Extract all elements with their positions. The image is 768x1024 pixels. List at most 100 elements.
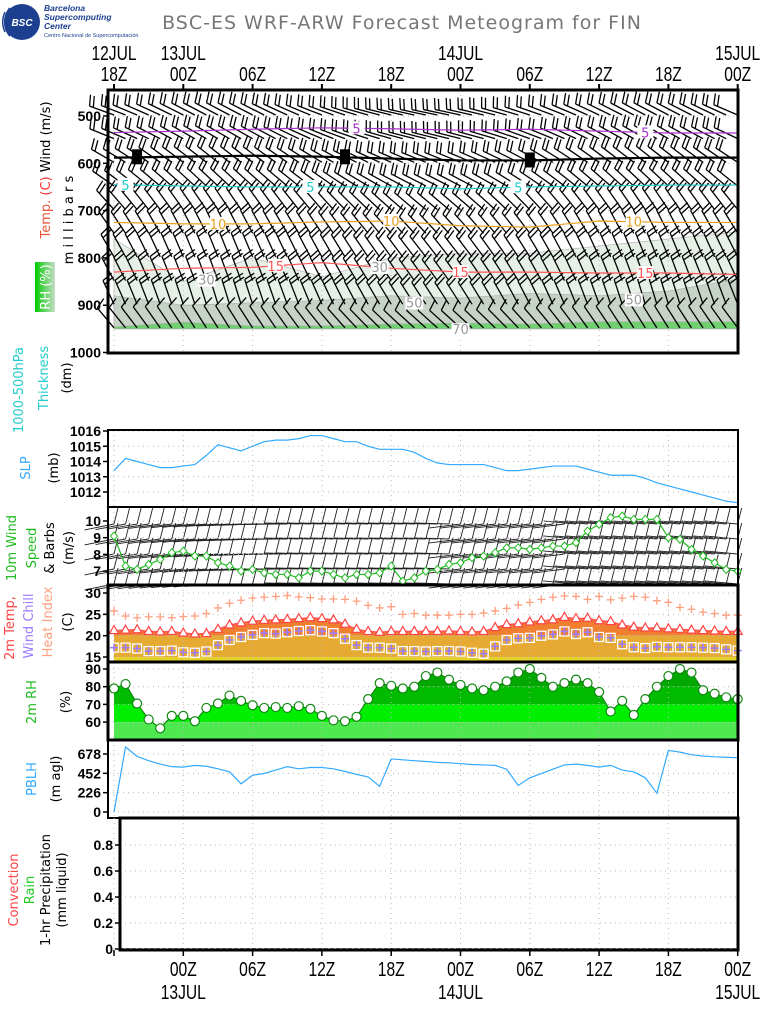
wind-chill-point (548, 630, 557, 639)
y-tick-label: 1000 (70, 345, 101, 361)
wind10-barb (635, 580, 669, 585)
wind-barb (388, 131, 415, 140)
wind-chill-square (201, 646, 212, 657)
wind-barb-feather (542, 252, 552, 262)
wind-barb-feather (162, 229, 173, 238)
wind-barb-feather (349, 299, 357, 310)
wind-barb-feather (208, 249, 219, 257)
wind-barb-feather (253, 205, 263, 215)
wind-barb (266, 168, 288, 187)
wind10-point (213, 557, 223, 568)
wind-barb (721, 306, 739, 329)
heat-index-point (652, 596, 661, 605)
wind-barb-feather (319, 95, 322, 107)
wind-chill-square (721, 644, 732, 655)
wind-barb-feather (681, 249, 692, 257)
wind-chill-square (536, 630, 547, 641)
heat-index-point (213, 603, 222, 612)
wind-barb-feather (552, 249, 562, 258)
wind-barb-feather (277, 272, 288, 281)
wind-barb-feather (688, 297, 697, 307)
wind-barb-feather (234, 138, 240, 150)
wind-barb (645, 102, 669, 116)
rh-point (374, 678, 385, 689)
wind-barb (607, 305, 623, 329)
wind-barb-feather (247, 160, 254, 172)
wind10-barb-staff (540, 522, 546, 540)
wind-barb (184, 232, 196, 258)
wind-barb (529, 280, 542, 305)
rh2m-unit: (%) (59, 691, 74, 714)
wind10-barb-staff (460, 537, 465, 555)
rh-point (559, 678, 570, 689)
wind-barb-feather (164, 276, 175, 284)
wind-barb (353, 234, 369, 258)
wind-barb (297, 105, 323, 116)
temp2m-unit: (C) (61, 612, 76, 631)
wind-barb-feather (221, 272, 232, 280)
wind-barb-feather (564, 249, 575, 258)
wind-barb (479, 235, 496, 258)
wind10-barb (184, 568, 218, 572)
wind-barb-feather (355, 273, 365, 282)
wind-barb-feather (308, 117, 312, 130)
wind-barb-feather (650, 276, 661, 284)
wind-barb-feather (182, 201, 192, 211)
wind-barb-feather (255, 117, 260, 129)
wind-barb-feather (414, 99, 417, 111)
wind-barb (139, 168, 161, 187)
wind-chill-point (641, 644, 650, 653)
wind-barb-feather (549, 183, 558, 194)
wind-barb-feather (445, 207, 453, 218)
wind-barb (195, 232, 208, 258)
wind10-barb (704, 520, 738, 525)
wind-barb (444, 235, 462, 258)
wind-barb-feather (712, 202, 722, 212)
wind10-barb (497, 538, 530, 544)
wind10-barb (670, 520, 704, 525)
wind-barb-feather (433, 98, 436, 110)
wind10-barb (554, 565, 588, 570)
wind-barb (725, 233, 739, 258)
wind-barb-feather (602, 116, 607, 129)
wind-barb-feather (104, 95, 107, 108)
wind10-barb (162, 538, 195, 543)
wind-barb-feather (464, 299, 471, 311)
wind-barb-feather (535, 298, 544, 309)
wind-barb (112, 104, 138, 116)
wind-barb-feather (284, 202, 294, 212)
wind-chill-point (179, 648, 188, 657)
wind-barb-feather (583, 179, 592, 190)
wind-barb-feather (715, 136, 721, 149)
wind-barb-feather (585, 182, 594, 193)
wind-barb (535, 189, 554, 211)
wind-barb-feather (344, 139, 348, 152)
wind10-barb (681, 550, 715, 555)
wind-barb-feather (448, 162, 453, 174)
wind-barb-feather (333, 229, 342, 239)
wind-barb (150, 279, 161, 305)
wind-barb-feather (124, 93, 128, 105)
wind-barb-feather (491, 226, 500, 236)
wind-barb-feather (422, 98, 425, 110)
wind-barb-feather (288, 229, 298, 238)
wind10-barb-staff (390, 522, 396, 540)
wind-barb-feather (298, 249, 309, 258)
wind10-barb (106, 568, 138, 575)
top-hour-label: 00Z (170, 63, 197, 85)
wind-barb-feather (411, 273, 420, 283)
wind-barb-feather (286, 116, 290, 129)
wind-barb (423, 108, 450, 116)
wind10-barb-staff (159, 522, 165, 540)
top-hour-label: 06Z (516, 63, 543, 85)
wind10-barb-staff (540, 507, 546, 525)
wind10-barb (415, 552, 449, 555)
wind-barb-feather (673, 276, 684, 284)
wind-barb-feather (633, 201, 643, 211)
wind-barb (516, 105, 542, 116)
wind-barb-feather (171, 114, 176, 127)
top-hour-label: 18Z (378, 63, 405, 85)
wind-barb (331, 129, 357, 140)
wind-barb-feather (266, 94, 270, 106)
wind-barb (537, 211, 554, 234)
